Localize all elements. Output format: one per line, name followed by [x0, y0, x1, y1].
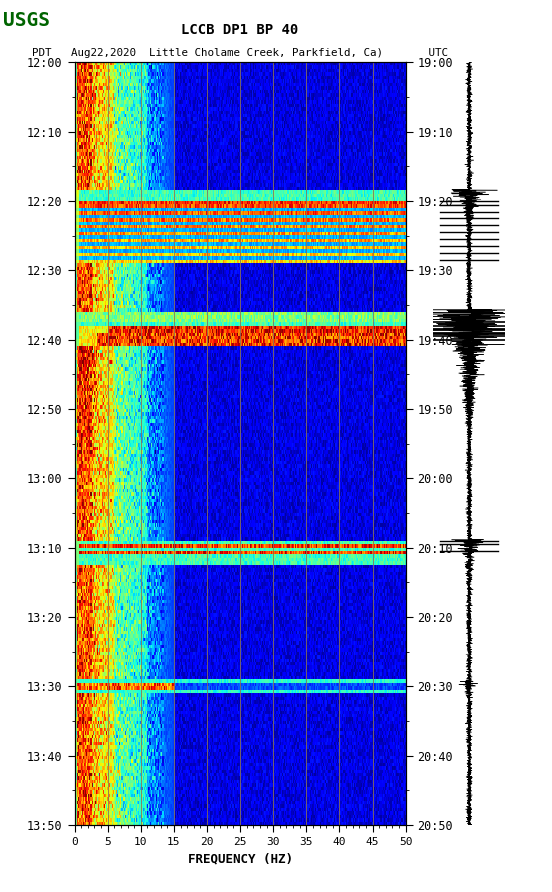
Text: LCCB DP1 BP 40: LCCB DP1 BP 40	[182, 23, 299, 37]
Text: USGS: USGS	[3, 11, 50, 29]
X-axis label: FREQUENCY (HZ): FREQUENCY (HZ)	[188, 853, 293, 865]
Text: PDT   Aug22,2020  Little Cholame Creek, Parkfield, Ca)       UTC: PDT Aug22,2020 Little Cholame Creek, Par…	[32, 48, 448, 58]
